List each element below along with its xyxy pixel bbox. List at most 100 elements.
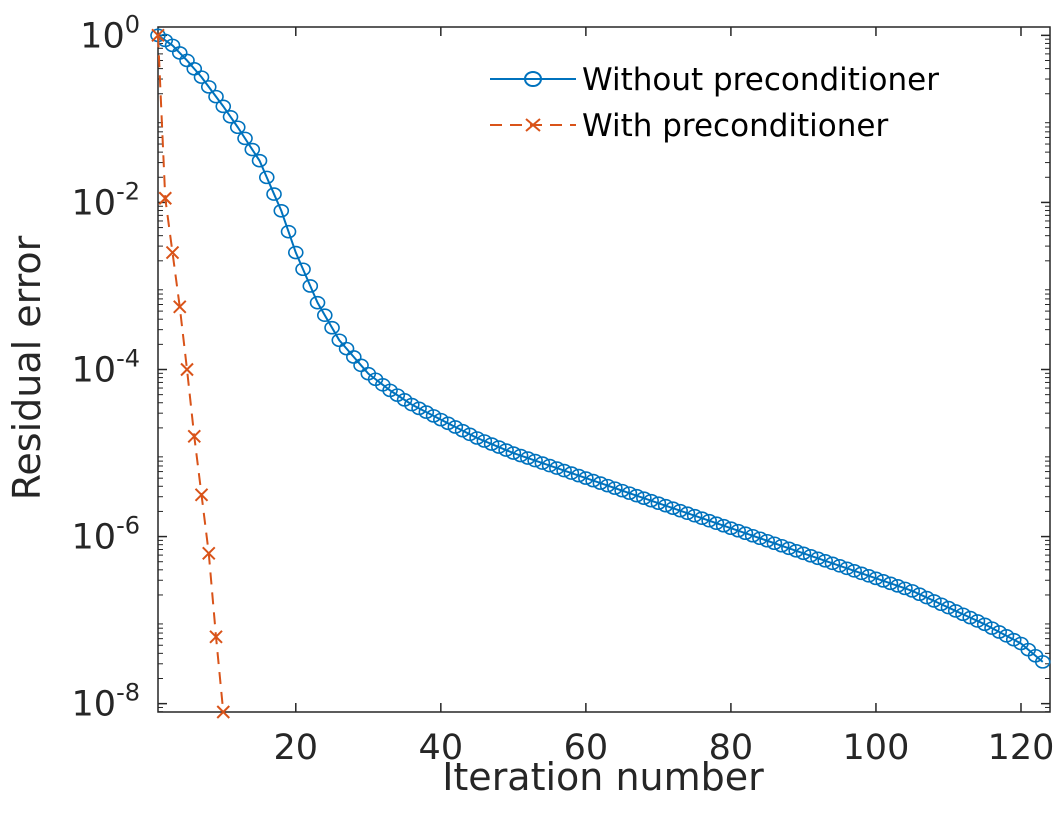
- data-point-circle: [824, 556, 841, 571]
- data-point-circle: [614, 483, 630, 498]
- data-point-circle: [273, 203, 290, 218]
- data-point-x: [194, 488, 209, 502]
- data-point-circle: [773, 538, 790, 553]
- data-point-circle: [781, 541, 797, 556]
- legend: Without preconditioner With precondition…: [490, 62, 939, 144]
- legend-marker-circle-icon: [524, 71, 542, 87]
- data-point-circle: [817, 553, 833, 568]
- data-point-circle: [853, 566, 870, 581]
- data-point-circle: [686, 508, 703, 523]
- data-point-circle: [607, 481, 623, 495]
- data-point-circle: [280, 224, 297, 239]
- data-point-circle: [788, 543, 804, 558]
- data-point-circle: [715, 518, 732, 533]
- data-point-x: [180, 362, 194, 377]
- x-tick-label: 100: [843, 728, 910, 768]
- data-point-x: [165, 245, 180, 260]
- data-point-circle: [737, 526, 754, 541]
- data-point-circle: [795, 546, 812, 561]
- data-point-circle: [708, 516, 725, 531]
- data-point-circle: [578, 471, 594, 485]
- data-point-circle: [208, 89, 224, 104]
- data-point-circle: [657, 498, 674, 513]
- data-point-circle: [193, 70, 210, 84]
- data-point-circle: [237, 131, 253, 146]
- data-point-circle: [810, 551, 826, 566]
- data-point-circle: [592, 476, 609, 490]
- data-point-circle: [505, 446, 522, 460]
- data-point-circle: [969, 614, 986, 628]
- data-point-circle: [483, 437, 500, 451]
- data-point-circle: [563, 466, 580, 480]
- data-point-circle: [802, 548, 819, 563]
- data-point-circle: [244, 142, 261, 157]
- data-point-circle: [309, 295, 326, 310]
- data-point-circle: [316, 308, 333, 323]
- data-point-circle: [599, 478, 616, 493]
- data-point-circle: [222, 110, 239, 124]
- data-point-circle: [904, 584, 921, 598]
- x-tick-label: 40: [419, 728, 464, 768]
- y-tick-label: 10-4: [72, 345, 140, 391]
- data-point-circle: [541, 458, 558, 473]
- data-point-circle: [701, 513, 717, 528]
- data-point-circle: [215, 99, 232, 114]
- data-point-circle: [650, 496, 667, 510]
- data-point-circle: [534, 456, 551, 470]
- series-line-with: [157, 35, 225, 713]
- data-point-circle: [585, 473, 601, 488]
- data-point-circle: [846, 564, 862, 578]
- data-point-circle: [549, 461, 565, 475]
- data-point-circle: [570, 468, 587, 483]
- data-point-circle: [926, 594, 942, 608]
- data-point-circle: [759, 533, 775, 548]
- data-point-x: [158, 191, 172, 205]
- data-point-circle: [512, 448, 529, 463]
- y-tick-label: 10-2: [72, 177, 140, 223]
- x-tick-label: 60: [564, 728, 609, 768]
- data-point-circle: [940, 600, 957, 615]
- data-point-circle: [200, 80, 217, 94]
- data-point-x: [209, 630, 223, 644]
- data-point-circle: [520, 451, 536, 465]
- series-with-preconditioner: [151, 28, 230, 719]
- data-point-circle: [527, 453, 543, 468]
- series-layer: [150, 28, 1051, 719]
- data-point-circle: [679, 506, 696, 520]
- y-tick-label: 10-8: [72, 679, 140, 725]
- data-point-circle: [860, 569, 877, 583]
- data-point-x: [173, 300, 187, 314]
- legend-marker-x-icon: [525, 118, 541, 132]
- data-point-circle: [324, 320, 340, 335]
- data-point-circle: [229, 120, 246, 135]
- data-point-x: [202, 546, 216, 560]
- data-point-circle: [258, 170, 275, 185]
- y-axis-ticks: 100 10-2 10-4 10-6 10-8: [72, 10, 1050, 725]
- legend-label-with: With preconditioner: [582, 108, 888, 144]
- data-point-circle: [962, 610, 979, 625]
- y-axis-label: Residual error: [5, 235, 49, 500]
- data-point-circle: [839, 561, 855, 576]
- data-point-circle: [723, 521, 739, 536]
- data-point-circle: [251, 153, 268, 168]
- x-tick-label: 80: [709, 728, 754, 768]
- x-axis-label: Iteration number: [442, 755, 764, 799]
- data-point-circle: [744, 528, 761, 543]
- data-point-circle: [266, 187, 282, 201]
- data-point-x: [187, 429, 201, 444]
- data-point-circle: [636, 491, 652, 505]
- data-point-circle: [498, 443, 514, 457]
- data-point-circle: [665, 501, 681, 515]
- data-point-circle: [875, 574, 892, 588]
- data-point-circle: [302, 279, 319, 293]
- data-point-circle: [469, 431, 485, 445]
- data-point-circle: [730, 523, 746, 538]
- data-point-circle: [628, 488, 645, 503]
- data-point-circle: [694, 511, 710, 525]
- data-point-x: [216, 705, 230, 719]
- data-point-circle: [897, 581, 913, 596]
- data-point-circle: [766, 536, 783, 551]
- x-axis-ticks: 20 40 60 80 100 120: [274, 27, 1054, 768]
- series-without-preconditioner: [150, 28, 1051, 669]
